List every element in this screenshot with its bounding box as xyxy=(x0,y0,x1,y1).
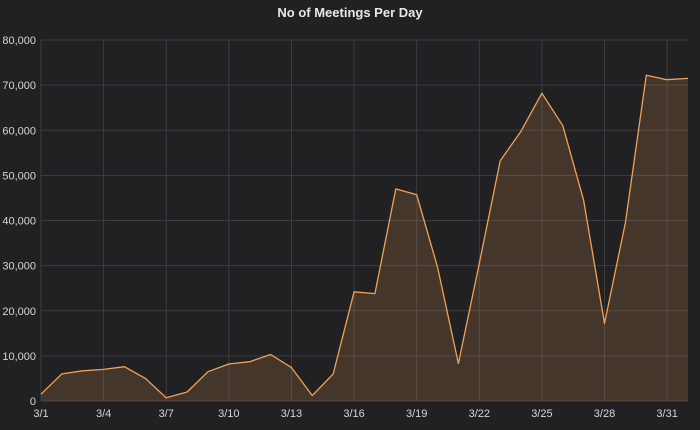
y-tick-label: 20,000 xyxy=(2,306,36,318)
x-tick-label: 3/31 xyxy=(656,408,677,420)
y-tick-label: 40,000 xyxy=(2,216,36,228)
chart-title: No of Meetings Per Day xyxy=(277,5,423,20)
x-tick-label: 3/7 xyxy=(159,408,174,420)
x-tick-label: 3/1 xyxy=(33,408,48,420)
y-tick-label: 10,000 xyxy=(2,351,36,363)
y-axis-ticks: 0 10,000 20,000 30,000 40,000 50,000 60,000 70,… xyxy=(2,35,36,408)
x-axis-ticks: 3/1 3/4 3/7 3/10 3/13 3/16 3/19 3/22 3/25 3/28 3/3… xyxy=(33,408,677,420)
x-tick-label: 3/13 xyxy=(281,408,302,420)
x-tick-label: 3/28 xyxy=(594,408,615,420)
x-tick-label: 3/16 xyxy=(343,408,364,420)
y-tick-label: 0 xyxy=(30,396,36,408)
x-tick-label: 3/22 xyxy=(469,408,490,420)
y-tick-label: 70,000 xyxy=(2,80,36,92)
series-line xyxy=(40,74,689,399)
grid-lines xyxy=(40,39,688,402)
y-tick-label: 80,000 xyxy=(2,35,36,47)
x-tick-label: 3/19 xyxy=(406,408,427,420)
y-tick-label: 60,000 xyxy=(2,125,36,137)
y-tick-label: 50,000 xyxy=(2,170,36,182)
x-tick-label: 3/4 xyxy=(96,408,111,420)
y-tick-label: 30,000 xyxy=(2,261,36,273)
x-tick-label: 3/10 xyxy=(218,408,239,420)
series-area-fill xyxy=(41,75,688,401)
x-tick-label: 3/25 xyxy=(531,408,552,420)
